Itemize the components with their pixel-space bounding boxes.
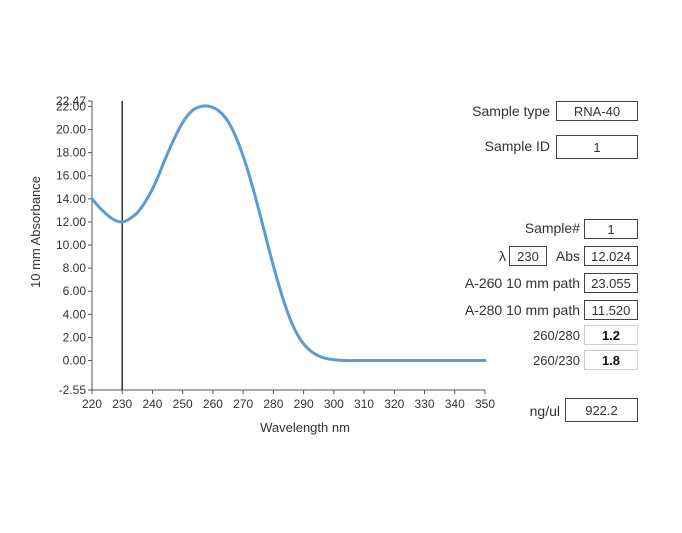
x-tick-label: 310	[354, 397, 374, 411]
x-tick-label: 270	[233, 397, 253, 411]
concentration-label: ng/ul	[529, 403, 560, 419]
sample-number-field[interactable]: 1	[584, 219, 638, 239]
x-tick-label: 320	[384, 397, 404, 411]
absorbance-series-line	[90, 104, 487, 363]
x-axis-label: Wavelength nm	[260, 420, 350, 435]
y-tick-label: 18.00	[56, 146, 86, 160]
sample-id-label: Sample ID	[484, 138, 550, 154]
sample-type-label: Sample type	[472, 103, 550, 119]
x-tick-label: 220	[82, 397, 102, 411]
concentration-field[interactable]: 922.2	[565, 398, 638, 422]
x-tick-label: 250	[173, 397, 193, 411]
y-tick-label: -2.55	[59, 383, 87, 397]
y-tick-label: 8.00	[63, 261, 87, 275]
x-tick-label: 330	[415, 397, 435, 411]
axes-layer	[88, 100, 486, 394]
y-tick-label: 2.00	[63, 330, 87, 344]
x-tick-label: 240	[142, 397, 162, 411]
x-tick-label: 230	[112, 397, 132, 411]
a260-field[interactable]: 23.055	[584, 273, 638, 293]
y-tick-label: 0.00	[63, 354, 87, 368]
y-tick-label: 22.00	[56, 99, 86, 113]
plot-marks	[90, 101, 487, 390]
y-tick-label: 10.00	[56, 238, 86, 252]
y-tick-label: 14.00	[56, 192, 86, 206]
a280-label: A-280 10 mm path	[464, 302, 580, 318]
lambda-label: λ	[499, 248, 506, 264]
y-tick-label: 4.00	[63, 307, 87, 321]
x-tick-label: 280	[263, 397, 283, 411]
abs-label: Abs	[555, 248, 580, 264]
y-tick-label: 12.00	[56, 215, 86, 229]
y-tick-label: 20.00	[56, 123, 86, 137]
y-tick-label: 16.00	[56, 169, 86, 183]
ratio-260-230-label: 260/230	[533, 353, 580, 368]
sample-type-field[interactable]: RNA-40	[556, 101, 638, 121]
a280-field[interactable]: 11.520	[584, 300, 638, 320]
lambda-field[interactable]: 230	[509, 246, 547, 266]
ratio-260-280-label: 260/280	[533, 328, 580, 343]
x-tick-label: 290	[294, 397, 314, 411]
y-axis-label: 10 mm Absorbance	[28, 176, 43, 288]
y-tick-label: 22.47	[56, 94, 86, 108]
abs-field[interactable]: 12.024	[584, 246, 638, 266]
x-tick-label: 300	[324, 397, 344, 411]
ratio-260-230-value: 1.8	[584, 350, 638, 370]
x-tick-label: 260	[203, 397, 223, 411]
a260-label: A-260 10 mm path	[464, 275, 580, 291]
sample-number-label: Sample#	[524, 220, 580, 236]
ratio-260-280-value: 1.2	[584, 325, 638, 345]
x-tick-label: 340	[445, 397, 465, 411]
sample-id-field[interactable]: 1	[556, 135, 638, 159]
x-tick-label: 350	[475, 397, 495, 411]
y-tick-label: 6.00	[63, 284, 87, 298]
